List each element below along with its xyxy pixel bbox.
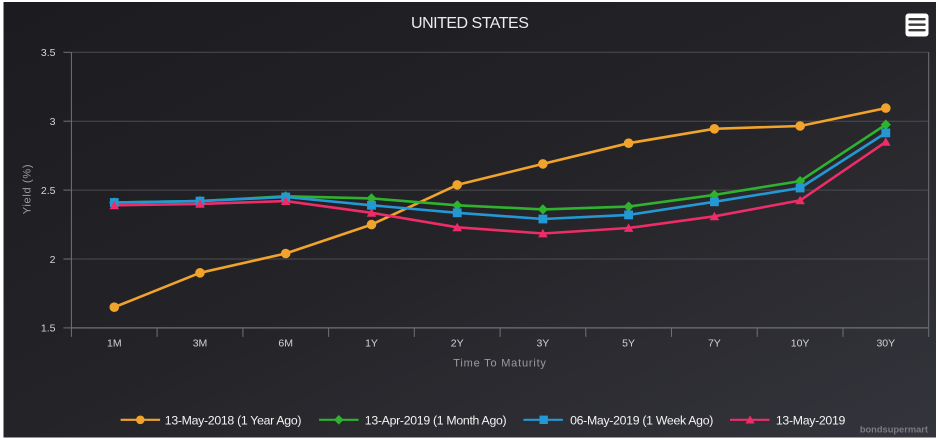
svg-text:13-May-2019: 13-May-2019: [776, 413, 846, 427]
svg-text:1M: 1M: [107, 337, 122, 349]
svg-text:13-May-2018 (1 Year Ago): 13-May-2018 (1 Year Ago): [165, 413, 302, 427]
svg-text:2Y: 2Y: [451, 337, 464, 349]
svg-text:3: 3: [50, 116, 56, 128]
svg-text:3.5: 3.5: [41, 47, 56, 59]
svg-text:bondsupermart: bondsupermart: [860, 425, 928, 435]
svg-text:2: 2: [50, 254, 56, 266]
svg-text:1Y: 1Y: [365, 337, 378, 349]
svg-text:2.5: 2.5: [41, 185, 56, 197]
svg-text:1.5: 1.5: [41, 323, 56, 335]
svg-text:06-May-2019 (1 Week Ago): 06-May-2019 (1 Week Ago): [570, 413, 713, 427]
svg-text:Time To Maturity: Time To Maturity: [453, 358, 546, 370]
svg-text:7Y: 7Y: [708, 337, 721, 349]
svg-text:5Y: 5Y: [622, 337, 635, 349]
svg-text:Yield (%): Yield (%): [22, 164, 34, 215]
svg-text:30Y: 30Y: [876, 337, 895, 349]
svg-text:3M: 3M: [193, 337, 208, 349]
svg-text:13-Apr-2019 (1 Month Ago): 13-Apr-2019 (1 Month Ago): [365, 413, 507, 427]
svg-text:UNITED STATES: UNITED STATES: [411, 15, 528, 32]
svg-text:6M: 6M: [278, 337, 293, 349]
svg-text:3Y: 3Y: [536, 337, 549, 349]
svg-text:10Y: 10Y: [791, 337, 810, 349]
